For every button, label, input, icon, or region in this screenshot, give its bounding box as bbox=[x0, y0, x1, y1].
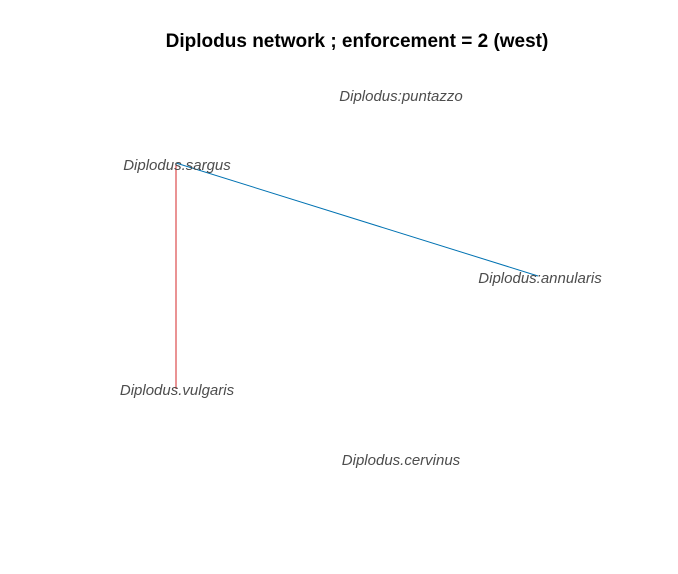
node-label-vulgaris: Diplodus.vulgaris bbox=[120, 382, 235, 399]
figure-title: Diplodus network ; enforcement = 2 (west… bbox=[166, 31, 549, 52]
node-label-puntazzo: Diplodus:puntazzo bbox=[339, 88, 462, 105]
node-label-annularis: Diplodus:annularis bbox=[478, 270, 602, 287]
edges-layer bbox=[175, 162, 539, 389]
nodes-layer: Diplodus:puntazzo Diplodus.sargus Diplod… bbox=[120, 88, 602, 469]
node-label-cervinus: Diplodus.cervinus bbox=[342, 452, 461, 469]
node-label-sargus: Diplodus.sargus bbox=[123, 157, 231, 174]
edge-sargus-annularis bbox=[175, 162, 539, 277]
